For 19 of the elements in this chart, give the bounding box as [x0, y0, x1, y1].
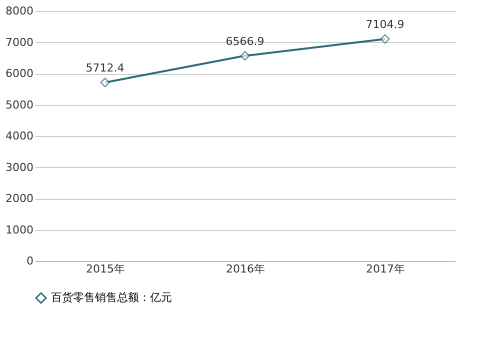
y-tick-label: 1000 [6, 223, 34, 236]
x-tick-label: 2015年 [86, 262, 125, 276]
y-tick-label: 3000 [6, 160, 34, 174]
y-tick-label: 5000 [6, 98, 34, 112]
y-tick-label: 6000 [6, 67, 34, 80]
y-tick-label: 2000 [6, 192, 34, 205]
y-tick-label: 7000 [6, 36, 34, 49]
point [100, 78, 110, 88]
point [240, 51, 250, 61]
data-label: 7104.9 [366, 18, 404, 31]
y-tick-label: 0 [26, 254, 34, 268]
legend-label: 百货零售销售总额：亿元 [51, 291, 172, 304]
point [380, 34, 390, 44]
x-tick-label: 2016年 [226, 262, 265, 276]
data-label: 5712.4 [86, 61, 124, 74]
y-tick-label: 4000 [6, 130, 34, 142]
y-tick-label: 8000 [6, 4, 34, 18]
data-label: 6566.9 [226, 34, 264, 48]
x-tick-label: 2017年 [366, 262, 405, 276]
